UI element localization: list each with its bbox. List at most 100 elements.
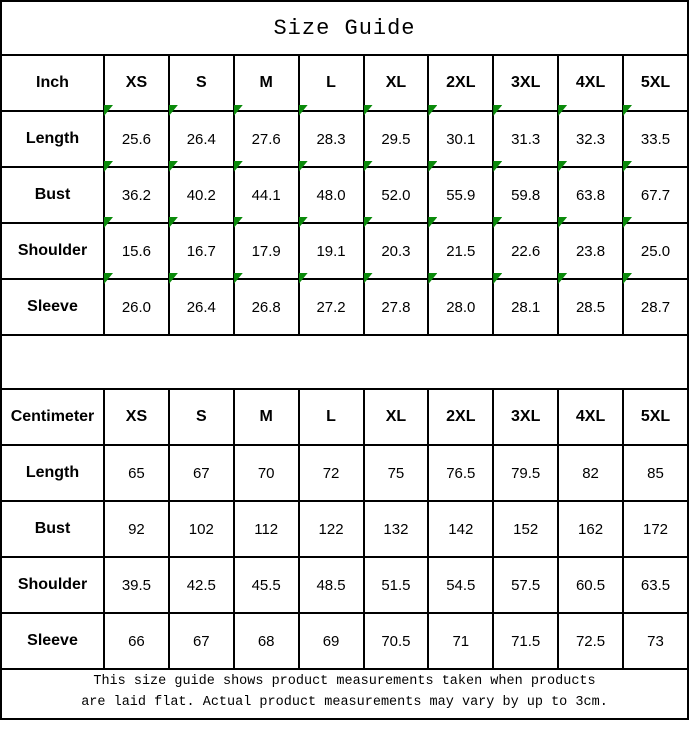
measurement-value: 70 (232, 444, 300, 502)
measurement-value: 66 (103, 612, 170, 670)
size-header: S (167, 54, 235, 112)
measurement-value: 57.5 (492, 556, 560, 614)
measurement-value: 15.6 (103, 222, 170, 280)
measurement-value: 63.8 (557, 166, 624, 224)
measurement-value: 82 (557, 444, 624, 502)
measurement-value: 59.8 (492, 166, 560, 224)
measurement-value: 75 (362, 444, 430, 502)
measurement-value: 26.4 (167, 110, 235, 168)
page-title: Size Guide (0, 0, 689, 56)
measurement-value: 162 (557, 500, 624, 558)
measurement-value: 67 (167, 444, 235, 502)
table-spacer (0, 334, 689, 390)
measurement-row: Bust 36.2 40.2 44.1 48.0 52.0 55.9 59.8 63.8 67.7 (0, 166, 689, 224)
measurement-row: Length 65 67 70 72 75 76.5 79.5 82 85 (0, 444, 689, 502)
measurement-value: 102 (167, 500, 235, 558)
measurement-value: 85 (622, 444, 689, 502)
size-header: XL (362, 388, 430, 446)
measurement-value: 112 (232, 500, 300, 558)
measurement-value: 72.5 (557, 612, 624, 670)
measurement-row: Length 25.6 26.4 27.6 28.3 29.5 30.1 31.3 32.3 33… (0, 110, 689, 168)
measurement-value: 40.2 (167, 166, 235, 224)
size-header-row: Centimeter XS S M L XL 2XL 3XL 4XL 5XL (0, 388, 689, 446)
measurement-value: 23.8 (557, 222, 624, 280)
measurement-value: 33.5 (622, 110, 689, 168)
measurement-value: 17.9 (232, 222, 300, 280)
measurement-label: Sleeve (0, 278, 105, 336)
measurement-value: 72 (297, 444, 365, 502)
size-header: S (167, 388, 235, 446)
measurement-label: Bust (0, 166, 105, 224)
measurement-value: 27.6 (232, 110, 300, 168)
measurement-value: 25.6 (103, 110, 170, 168)
size-header: 4XL (557, 54, 624, 112)
unit-label: Inch (0, 54, 105, 112)
measurement-value: 73 (622, 612, 689, 670)
measurement-value: 69 (297, 612, 365, 670)
measurement-value: 31.3 (492, 110, 560, 168)
measurement-value: 20.3 (362, 222, 430, 280)
size-header: 3XL (492, 54, 560, 112)
measurement-value: 67 (167, 612, 235, 670)
measurement-value: 22.6 (492, 222, 560, 280)
measurement-label: Shoulder (0, 222, 105, 280)
measurement-value: 36.2 (103, 166, 170, 224)
measurement-value: 71.5 (492, 612, 560, 670)
measurement-row: Shoulder 15.6 16.7 17.9 19.1 20.3 21.5 22.6 23.8… (0, 222, 689, 280)
measurement-value: 28.7 (622, 278, 689, 336)
title-section: Size Guide (0, 0, 689, 56)
measurement-value: 30.1 (427, 110, 495, 168)
measurement-label: Length (0, 444, 105, 502)
size-header: XS (103, 54, 170, 112)
size-header: 2XL (427, 388, 495, 446)
measurement-value: 55.9 (427, 166, 495, 224)
measurement-value: 39.5 (103, 556, 170, 614)
footer-note-line-1: This size guide shows product measuremen… (93, 674, 596, 690)
measurement-value: 54.5 (427, 556, 495, 614)
footer-note: This size guide shows product measuremen… (0, 668, 689, 720)
measurement-value: 79.5 (492, 444, 560, 502)
spacer-row (0, 334, 689, 390)
measurement-value: 28.0 (427, 278, 495, 336)
measurement-value: 42.5 (167, 556, 235, 614)
size-header: L (297, 54, 365, 112)
size-header: 3XL (492, 388, 560, 446)
measurement-value: 152 (492, 500, 560, 558)
measurement-value: 92 (103, 500, 170, 558)
size-header: L (297, 388, 365, 446)
centimeter-table-body: Centimeter XS S M L XL 2XL 3XL 4XL 5XL Length 65 67 7… (0, 388, 689, 670)
measurement-value: 52.0 (362, 166, 430, 224)
measurement-value: 70.5 (362, 612, 430, 670)
measurement-label: Bust (0, 500, 105, 558)
measurement-value: 25.0 (622, 222, 689, 280)
measurement-label: Length (0, 110, 105, 168)
measurement-value: 28.3 (297, 110, 365, 168)
size-header: 5XL (622, 388, 689, 446)
size-header: 2XL (427, 54, 495, 112)
footer-row: This size guide shows product measuremen… (0, 668, 689, 720)
measurement-value: 32.3 (557, 110, 624, 168)
measurement-value: 71 (427, 612, 495, 670)
measurement-value: 28.1 (492, 278, 560, 336)
measurement-value: 68 (232, 612, 300, 670)
measurement-value: 67.7 (622, 166, 689, 224)
measurement-value: 19.1 (297, 222, 365, 280)
measurement-value: 29.5 (362, 110, 430, 168)
measurement-value: 63.5 (622, 556, 689, 614)
size-header: XS (103, 388, 170, 446)
size-header: M (232, 388, 300, 446)
measurement-value: 122 (297, 500, 365, 558)
unit-label: Centimeter (0, 388, 105, 446)
measurement-value: 48.5 (297, 556, 365, 614)
measurement-row: Sleeve 26.0 26.4 26.8 27.2 27.8 28.0 28.1 28.5 28… (0, 278, 689, 336)
measurement-value: 142 (427, 500, 495, 558)
measurement-value: 51.5 (362, 556, 430, 614)
measurement-value: 172 (622, 500, 689, 558)
measurement-value: 21.5 (427, 222, 495, 280)
measurement-value: 27.8 (362, 278, 430, 336)
measurement-label: Shoulder (0, 556, 105, 614)
measurement-value: 132 (362, 500, 430, 558)
measurement-row: Bust 92 102 112 122 132 142 152 162 172 (0, 500, 689, 558)
size-header: XL (362, 54, 430, 112)
